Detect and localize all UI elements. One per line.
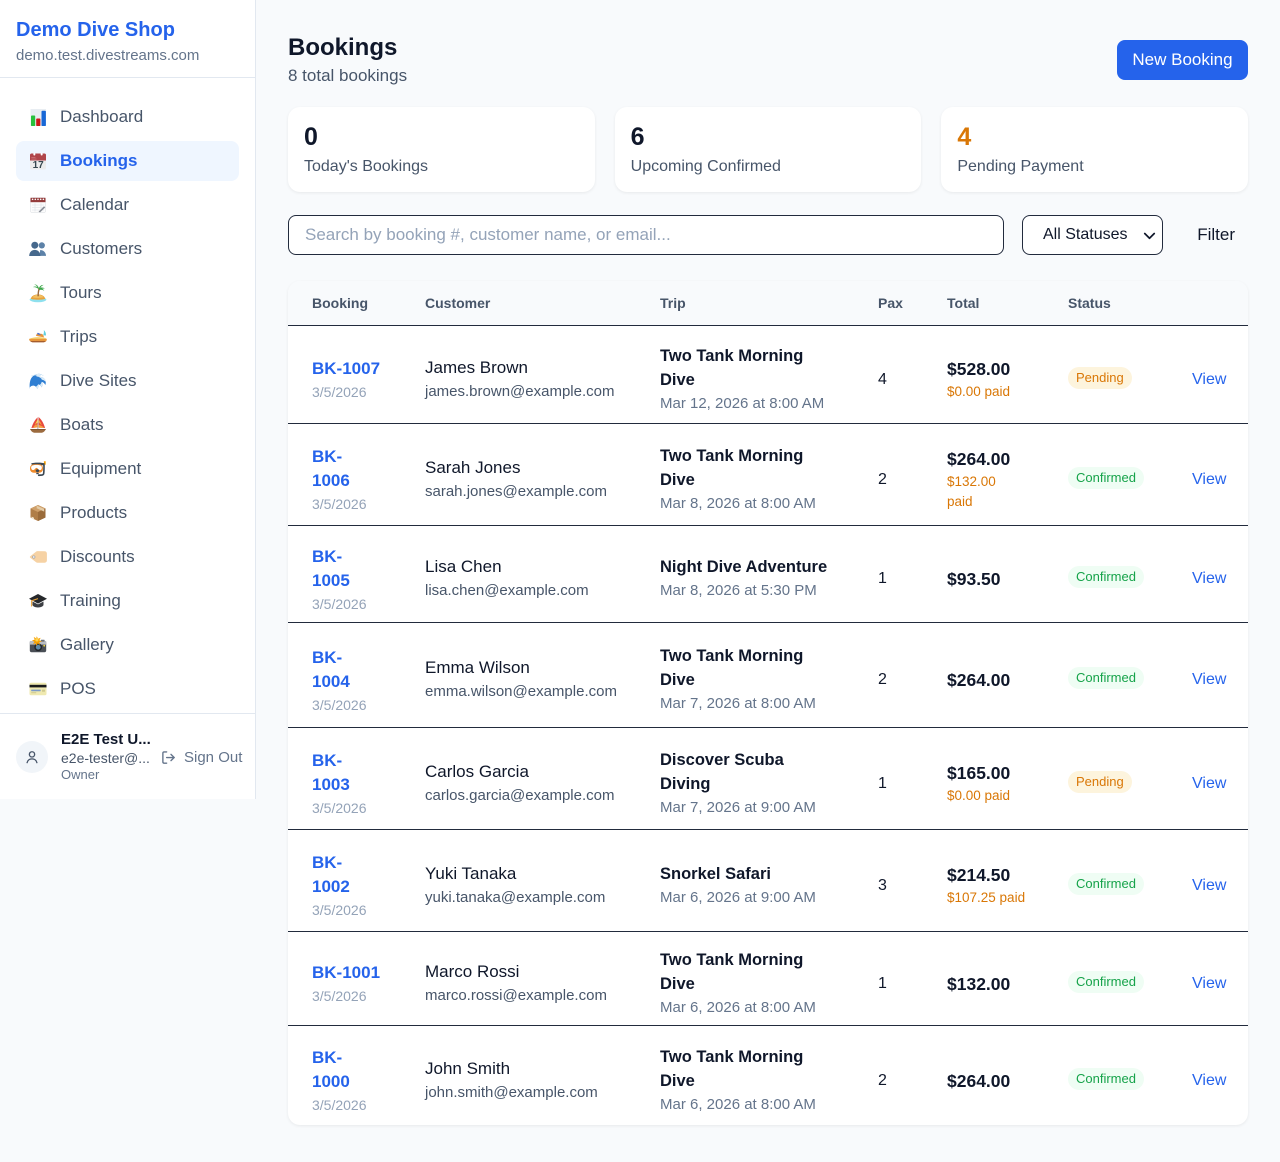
svg-text:17: 17 [33,160,45,171]
